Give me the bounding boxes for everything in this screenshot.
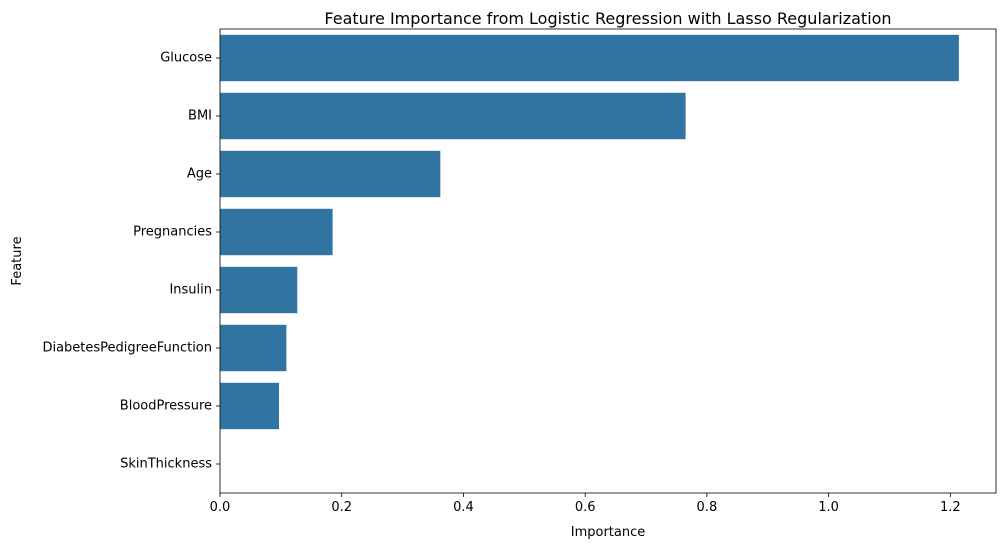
plot-frame [219,28,997,494]
bar-glucose [220,34,959,82]
bar-age [220,150,441,198]
bar-bloodpressure [220,382,280,430]
x-tick-label: 0.2 [331,500,352,515]
x-tick-label: 0.0 [210,500,231,515]
y-axis-label: Feature [10,236,25,285]
x-tick-label: 1.2 [940,500,961,515]
bar-pregnancies [220,208,333,256]
x-tick-label: 0.8 [697,500,718,515]
y-tick-label: SkinThickness [120,457,212,472]
y-tick-label: Glucose [160,51,212,66]
bar-bmi [220,92,686,140]
bar-group [220,34,959,430]
x-tick-label: 0.6 [575,500,596,515]
x-axis-ticks: 0.0 0.2 0.4 0.6 0.8 1.0 1.2 [210,493,961,515]
x-axis-label: Importance [571,525,646,540]
y-axis-ticks: Glucose BMI Age Pregnancies Insulin DiabetesP… [42,51,220,472]
y-tick-label: BloodPressure [120,399,212,414]
y-tick-label: Pregnancies [133,225,212,240]
x-tick-label: 0.4 [453,500,474,515]
y-tick-label: DiabetesPedigreeFunction [42,341,212,356]
bar-insulin [220,266,298,314]
x-tick-label: 1.0 [818,500,839,515]
y-tick-label: Insulin [169,283,212,298]
bar-diabetespedigreefunction [220,324,287,372]
chart-title: Feature Importance from Logistic Regress… [324,9,891,28]
y-tick-label: Age [187,167,212,182]
y-tick-label: BMI [188,109,212,124]
